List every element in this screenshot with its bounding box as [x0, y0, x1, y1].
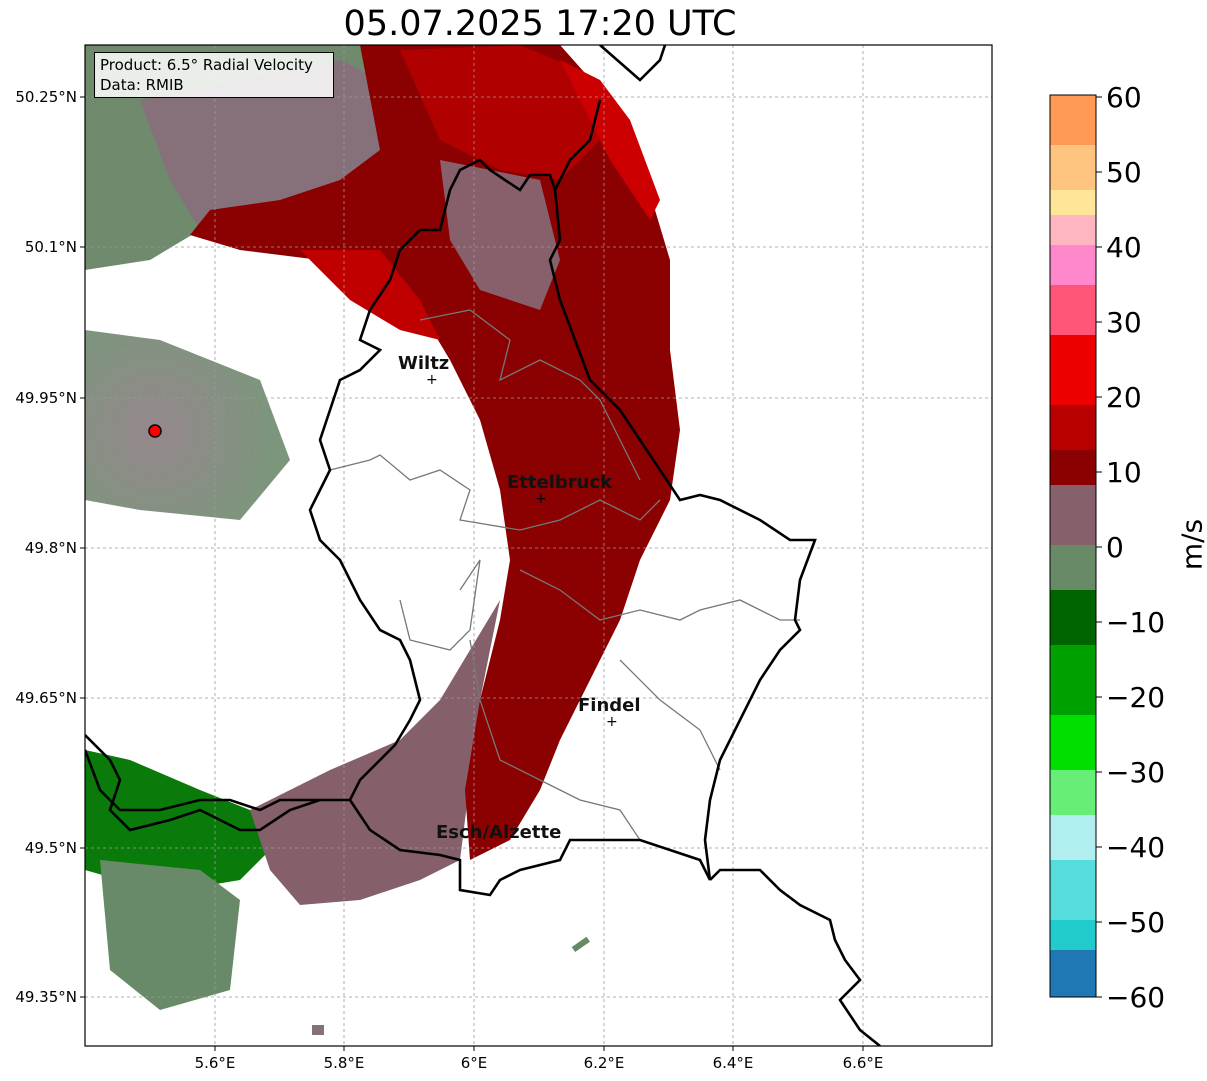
colorbar-tick-label: −20 — [1106, 681, 1165, 714]
colorbar-tick-label: −50 — [1106, 906, 1165, 939]
lat-tick-label: 50.25°N — [15, 88, 77, 106]
map-frame — [84, 44, 993, 1047]
colorbar-tick-labels: 60 50 40 30 20 10 0 −10 −20 −30 −40 −50 … — [1106, 81, 1165, 1014]
city-marker: + — [535, 491, 547, 507]
city-label-findel: Findel — [578, 695, 641, 716]
lon-tick-label: 5.8°E — [324, 1054, 365, 1072]
lon-tick-label: 6°E — [461, 1054, 488, 1072]
lon-tick-label: 6.6°E — [843, 1054, 884, 1072]
city-label-wiltz: Wiltz — [398, 353, 449, 374]
radar-echoes — [85, 45, 680, 1035]
lat-tick-label: 49.5°N — [25, 839, 77, 857]
city-label-esch-alzette: Esch/Alzette — [436, 822, 561, 843]
axis-tick-marks — [80, 96, 864, 1051]
colorbar-tick-label: −10 — [1106, 606, 1165, 639]
lon-tick-label: 5.6°E — [195, 1054, 236, 1072]
colorbar-unit-label: m/s — [1175, 518, 1207, 571]
product-info-box: Product: 6.5° Radial Velocity Data: RMIB — [94, 52, 334, 98]
lat-tick-label: 49.35°N — [15, 988, 77, 1006]
product-label: Product: 6.5° Radial Velocity — [100, 56, 313, 74]
city-label-ettelbruck: Ettelbruck — [507, 472, 613, 493]
colorbar-tick-label: 50 — [1106, 156, 1142, 189]
colorbar-tick-marks — [1096, 96, 1102, 998]
lon-tick-label: 6.4°E — [713, 1054, 754, 1072]
longitude-labels: 5.6°E 5.8°E 6°E 6.2°E 6.4°E 6.6°E — [195, 1054, 884, 1072]
city-marker: + — [606, 714, 618, 730]
colorbar-tick-label: −60 — [1106, 981, 1165, 1014]
lat-tick-label: 49.65°N — [15, 689, 77, 707]
lat-tick-label: 49.8°N — [25, 539, 77, 557]
colorbar-tick-label: 10 — [1106, 456, 1142, 489]
lon-tick-label: 6.2°E — [584, 1054, 625, 1072]
district-boundaries — [329, 309, 800, 841]
latitude-labels: 50.25°N 50.1°N 49.95°N 49.8°N 49.65°N 49… — [15, 88, 77, 1006]
colorbar-tick-label: 20 — [1106, 381, 1142, 414]
lat-tick-label: 49.95°N — [15, 389, 77, 407]
city-markers: Wiltz + Ettelbruck + Findel + Esch/Alzet… — [398, 353, 641, 843]
national-borders — [85, 45, 881, 1046]
city-marker: + — [426, 372, 438, 388]
colorbar-tick-label: 40 — [1106, 231, 1142, 264]
colorbar-tick-label: −30 — [1106, 756, 1165, 789]
colorbar-tick-label: 30 — [1106, 306, 1142, 339]
data-source-label: Data: RMIB — [100, 76, 184, 94]
gridlines — [85, 45, 992, 1046]
colorbar-tick-label: −40 — [1106, 831, 1165, 864]
colorbar-tick-label: 0 — [1106, 531, 1124, 564]
colorbar-tick-label: 60 — [1106, 81, 1142, 114]
radar-site-marker — [148, 424, 162, 438]
map-title: 05.07.2025 17:20 UTC — [343, 4, 737, 44]
colorbar — [1049, 94, 1097, 998]
lat-tick-label: 50.1°N — [25, 238, 77, 256]
